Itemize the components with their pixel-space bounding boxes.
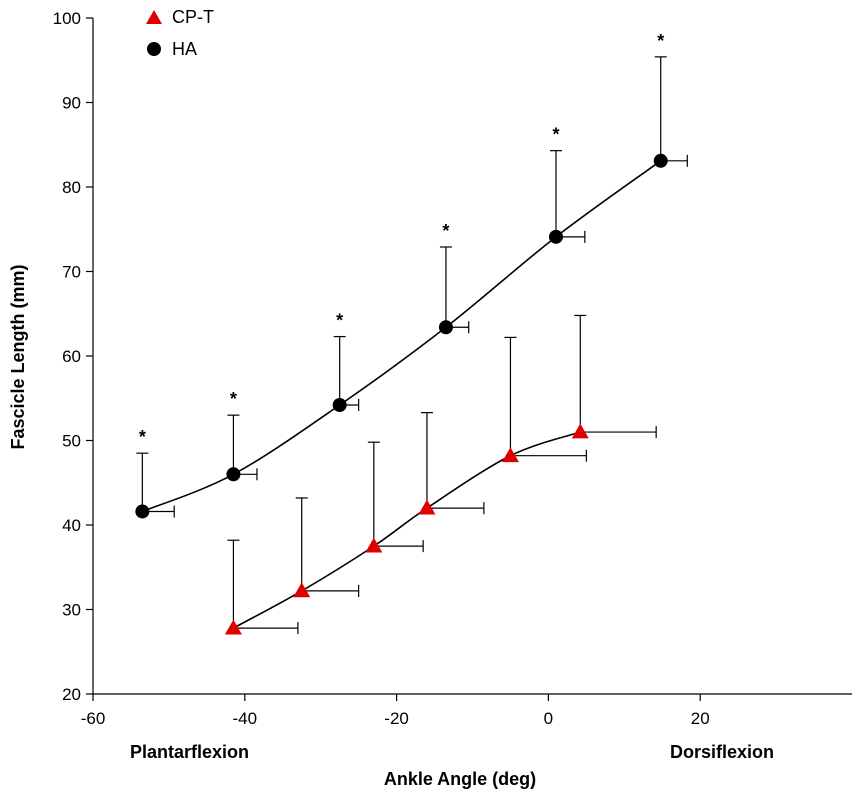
- significance-star: *: [230, 389, 237, 409]
- y-tick-label: 50: [62, 432, 81, 451]
- x-tick-label: 0: [544, 709, 553, 728]
- fit-line-cp-t: [233, 431, 581, 629]
- data-point-ha: [653, 153, 668, 168]
- y-tick-label: 60: [62, 347, 81, 366]
- y-tick-label: 100: [53, 9, 81, 28]
- legend-label-ha: HA: [172, 39, 197, 59]
- data-point-cp-t: [418, 499, 436, 515]
- y-tick-label: 90: [62, 94, 81, 113]
- data-point-ha: [135, 504, 150, 519]
- y-tick-label: 80: [62, 178, 81, 197]
- error-bars: [136, 56, 688, 635]
- data-point-ha: [438, 320, 453, 335]
- data-point-cp-t: [365, 537, 383, 553]
- significance-star: *: [139, 427, 146, 447]
- data-point-ha: [332, 398, 347, 413]
- significance-star: *: [442, 221, 449, 241]
- legend-marker-ha: [147, 42, 161, 56]
- significance-star: *: [657, 31, 664, 51]
- y-tick-label: 30: [62, 601, 81, 620]
- significance-star: *: [552, 125, 559, 145]
- y-axis-title: Fascicle Length (mm): [8, 264, 28, 449]
- data-point-cp-t: [571, 423, 589, 439]
- x-tick-label: 20: [691, 709, 710, 728]
- legend-marker-cp-t: [146, 10, 162, 24]
- data-point-cp-t: [293, 582, 311, 598]
- y-tick-label: 20: [62, 685, 81, 704]
- significance-markers: * * * * * *: [139, 31, 664, 447]
- annotation-plantarflexion: Plantarflexion: [130, 742, 249, 762]
- legend: CP-T HA: [146, 7, 214, 59]
- legend-label-cp-t: CP-T: [172, 7, 214, 27]
- ticks: -60 -40 -20 0 20 20 30 40 50 60 70 80 90 100: [53, 9, 710, 728]
- axes: [92, 18, 852, 695]
- x-axis-title: Ankle Angle (deg): [384, 769, 536, 789]
- data-point-cp-t: [501, 447, 519, 463]
- significance-star: *: [336, 311, 343, 331]
- fit-lines: [142, 160, 662, 629]
- y-tick-label: 70: [62, 263, 81, 282]
- x-tick-label: -20: [384, 709, 409, 728]
- fit-line-ha: [142, 160, 662, 513]
- data-point-cp-t: [224, 619, 242, 635]
- data-point-ha: [226, 467, 241, 482]
- data-markers: [135, 153, 668, 635]
- annotation-dorsiflexion: Dorsiflexion: [670, 742, 774, 762]
- y-tick-label: 40: [62, 516, 81, 535]
- x-tick-label: -60: [81, 709, 106, 728]
- data-point-ha: [548, 229, 563, 244]
- x-tick-label: -40: [233, 709, 258, 728]
